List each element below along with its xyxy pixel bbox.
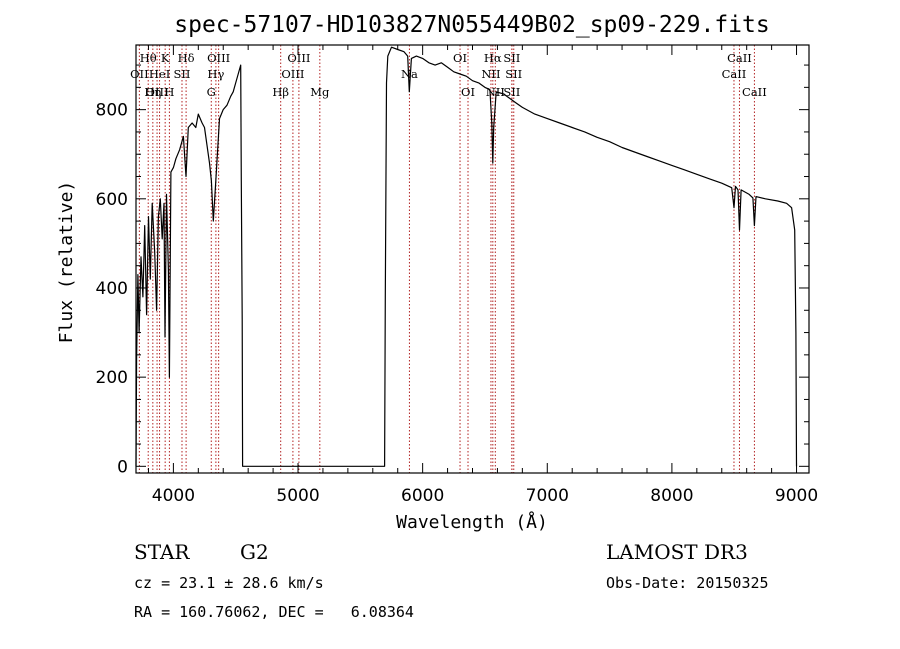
y-tick-label-3: 600 (96, 190, 128, 210)
x-tick-label-1: 5000 (276, 486, 319, 506)
line-marker-label-6: SII (174, 67, 191, 81)
line-marker-label-9: OIII (207, 51, 230, 65)
line-marker-label-23: SII (505, 67, 522, 81)
x-axis-title: Wavelength (Å) (396, 511, 548, 533)
line-marker-label-7: H (164, 85, 174, 99)
object-class: STAR (134, 540, 190, 564)
line-marker-label-4: HeI (149, 67, 170, 81)
line-marker-label-11: G (207, 85, 216, 99)
line-marker-label-2: OIII (146, 85, 169, 99)
x-tick-label-5: 9000 (775, 486, 818, 506)
coordinates-text: RA = 160.76062, DEC = 6.08364 (134, 603, 414, 621)
line-marker-label-0: Hθ (140, 51, 157, 65)
line-marker-label-10: Hγ (207, 67, 224, 81)
line-marker-label-3: K (161, 51, 170, 65)
object-subclass: G2 (240, 540, 269, 564)
line-marker-label-25: CaII (727, 51, 752, 65)
line-marker-label-17: OI (453, 51, 467, 65)
x-tick-label-2: 6000 (401, 486, 444, 506)
survey-name: LAMOST DR3 (606, 540, 748, 564)
line-marker-label-21: NII (481, 67, 500, 81)
line-marker-label-18: OI (461, 85, 475, 99)
line-marker-label-12: Hβ (272, 85, 289, 99)
y-axis-title: Flux (relative) (56, 181, 77, 344)
chart-title: spec-57107-HD103827N055449B02_sp09-229.f… (174, 12, 769, 38)
obs-date-text: Obs-Date: 20150325 (606, 574, 769, 592)
line-marker-label-20: SII (503, 51, 520, 65)
line-marker-label-16: Na (401, 67, 418, 81)
line-marker-label-24: SII (503, 85, 520, 99)
line-marker-label-1: OII (130, 67, 149, 81)
y-tick-label-0: 0 (117, 457, 128, 477)
y-axis-ticks: 0 200 400 600 800 (96, 64, 809, 477)
x-tick-label-3: 7000 (526, 486, 569, 506)
y-tick-label-4: 800 (96, 101, 128, 121)
flux-series-line (135, 46, 798, 467)
line-marker-label-15: Mg (310, 85, 330, 99)
x-tick-label-4: 8000 (650, 486, 693, 506)
x-tick-label-0: 4000 (152, 486, 195, 506)
line-marker-label-14: OIII (281, 67, 304, 81)
line-marker-label-5: Hη (144, 85, 161, 99)
redshift-text: cz = 23.1 ± 28.6 km/s (134, 574, 324, 592)
y-tick-label-1: 200 (96, 368, 128, 388)
line-marker-label-26: CaII (722, 67, 747, 81)
plot-frame (135, 44, 810, 474)
x-axis-ticks: 4000 5000 6000 7000 8000 9000 (147, 45, 818, 506)
line-marker-label-19: Hα (484, 51, 502, 65)
line-marker-label-8: Hδ (178, 51, 195, 65)
y-tick-label-2: 400 (96, 279, 128, 299)
line-marker-label-27: CaII (742, 85, 767, 99)
line-marker-label-13: OIII (287, 51, 310, 65)
line-markers (138, 45, 755, 473)
